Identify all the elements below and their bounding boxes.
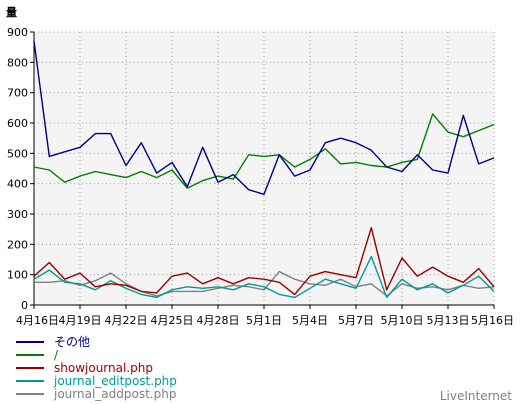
- x-tick-label: 4月22日: [105, 314, 148, 327]
- x-tick-label: 4月19日: [59, 314, 102, 327]
- legend-label: /: [54, 348, 59, 362]
- x-tick-label: 5月16日: [471, 314, 514, 327]
- x-tick-labels: 4月16日 4月19日 4月22日 4月25日 4月28日 5月1日 5月4日 5月7日 5月1…: [16, 314, 514, 327]
- x-tick-label: 5月13日: [427, 314, 470, 327]
- y-tick-label: 0: [21, 299, 28, 312]
- x-tick-label: 4月16日: [16, 314, 59, 327]
- grid-lines: [30, 31, 495, 309]
- y-tick-label: 500: [7, 147, 28, 160]
- y-tick-label: 300: [7, 208, 28, 221]
- y-tick-label: 400: [7, 178, 28, 191]
- y-tick-labels: 0 100 200 300 400 500 600 700 800 900: [7, 26, 28, 312]
- y-tick-label: 800: [7, 56, 28, 69]
- legend-label: journal_addpost.php: [53, 387, 176, 401]
- series-line: [33, 113, 495, 189]
- y-tick-label: 900: [7, 26, 28, 39]
- y-axis-label: 量: [6, 6, 17, 19]
- y-tick-label: 700: [7, 87, 28, 100]
- series-line: [33, 255, 495, 299]
- x-tick-label: 5月10日: [381, 314, 424, 327]
- series-line: [34, 270, 495, 297]
- y-tick-label: 600: [7, 117, 28, 130]
- y-tick-label: 100: [7, 269, 28, 282]
- series-line: [33, 41, 495, 196]
- brand-label: LiveInternet: [440, 389, 512, 403]
- legend-label: journal_editpost.php: [53, 374, 177, 388]
- legend-label: その他: [54, 335, 90, 349]
- legend: その他/showjournal.phpjournal_editpost.phpj…: [16, 335, 177, 401]
- x-tick-label: 5月4日: [292, 314, 328, 327]
- x-tick-label: 4月28日: [197, 314, 240, 327]
- x-tick-label: 5月7日: [338, 314, 374, 327]
- series-lines: [33, 41, 495, 299]
- x-tick-label: 4月25日: [151, 314, 194, 327]
- x-tick-label: 5月1日: [246, 314, 282, 327]
- legend-label: showjournal.php: [54, 361, 153, 375]
- series-line: [33, 226, 495, 296]
- y-tick-label: 200: [7, 238, 28, 251]
